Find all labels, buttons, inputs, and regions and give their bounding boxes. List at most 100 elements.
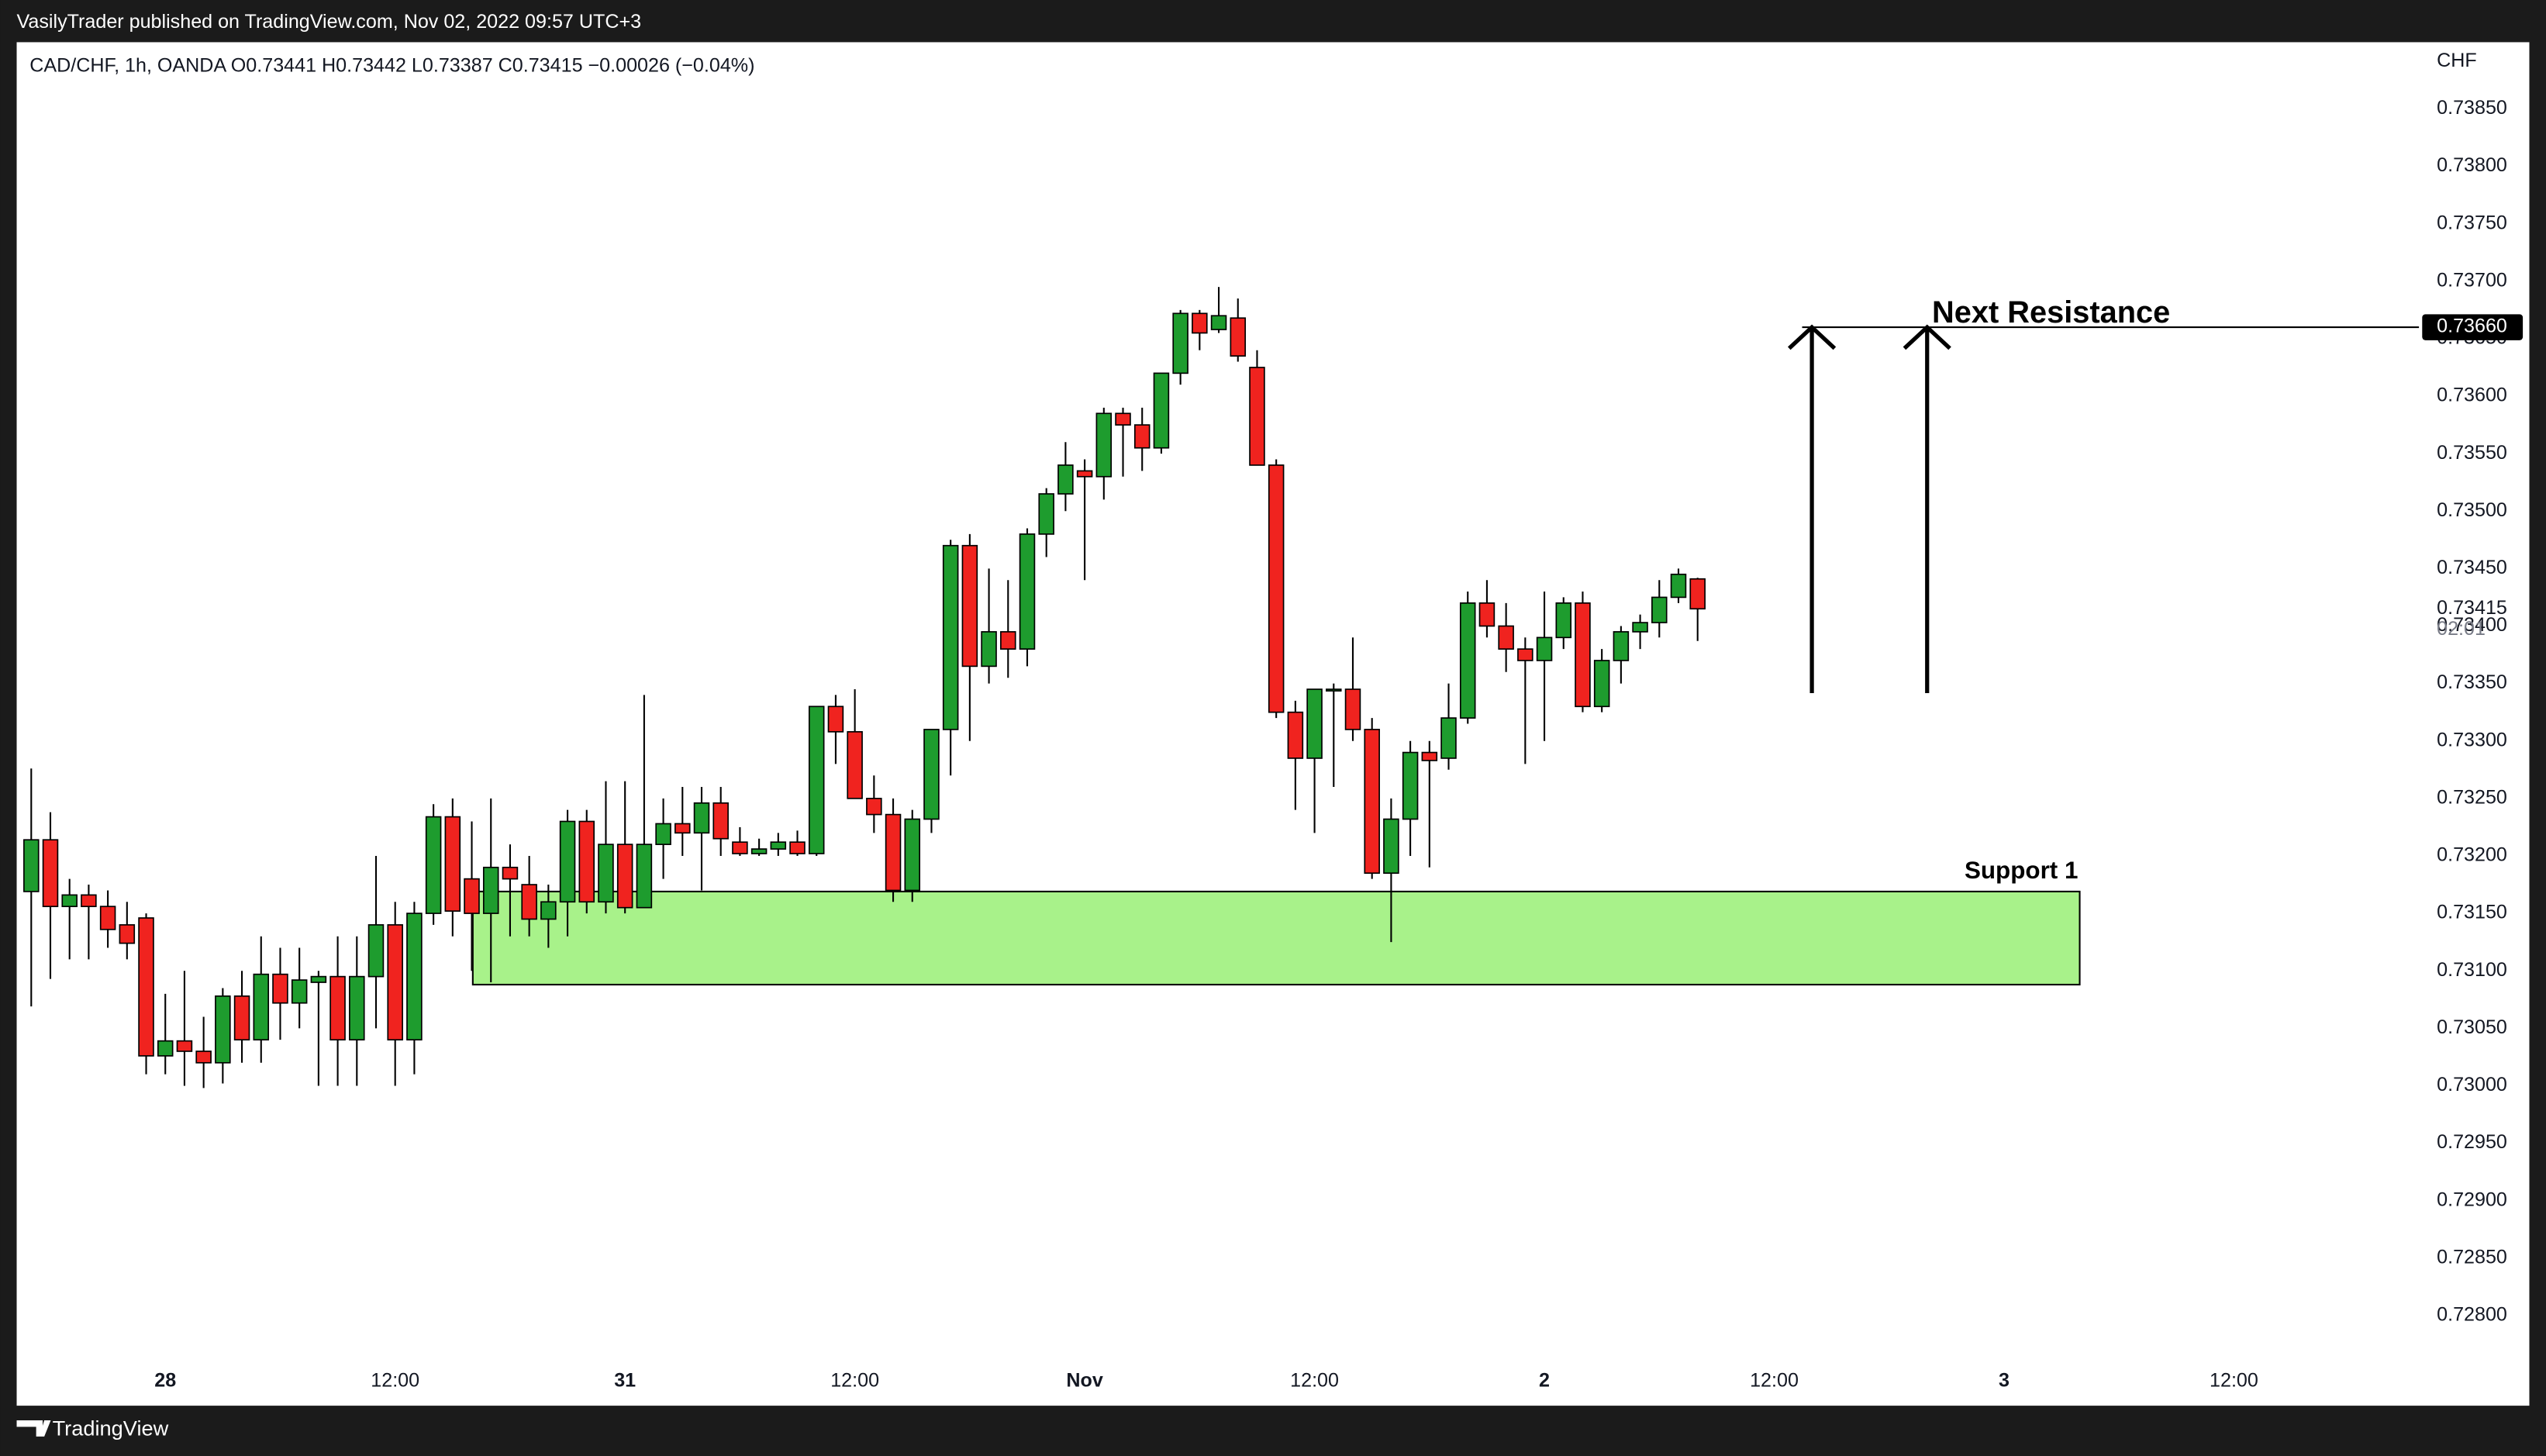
candle-body: [1536, 637, 1553, 661]
candle-body: [904, 818, 921, 892]
candle-body: [157, 1040, 174, 1057]
x-tick-label: 12:00: [371, 1369, 419, 1391]
candle-body: [233, 995, 250, 1040]
candle-body: [1115, 412, 1131, 426]
candle-body: [712, 802, 729, 840]
x-tick-label: 12:00: [830, 1369, 879, 1391]
y-tick-label: 0.73500: [2437, 499, 2507, 521]
candle-body: [1057, 464, 1074, 495]
candle-body: [1517, 648, 1533, 661]
arrow: [1903, 324, 1951, 693]
candle-body: [215, 995, 231, 1064]
y-tick-label: 0.73100: [2437, 959, 2507, 981]
y-tick-label: 0.73350: [2437, 671, 2507, 693]
candle-body: [1421, 751, 1438, 761]
candle-body: [1575, 602, 1591, 708]
x-tick-label: 3: [1999, 1369, 2010, 1391]
candle-body: [770, 841, 787, 850]
candle-body: [923, 729, 940, 820]
y-tick-label: 0.73550: [2437, 442, 2507, 464]
candle-body: [349, 975, 365, 1040]
candle-body: [808, 706, 825, 854]
y-tick-label: 0.73050: [2437, 1016, 2507, 1038]
candle-body: [61, 894, 78, 908]
candle-body: [750, 848, 768, 854]
x-tick-label: 12:00: [1290, 1369, 1339, 1391]
resistance-tag: [2422, 314, 2524, 340]
candle-body: [693, 802, 710, 834]
y-tick-label: 0.73250: [2437, 786, 2507, 808]
candle-body: [119, 924, 136, 944]
currency-label: CHF: [2437, 50, 2477, 71]
y-tick-label: 0.73600: [2437, 385, 2507, 406]
candle-body: [1153, 372, 1170, 449]
candle-body: [636, 844, 653, 909]
candle-body: [655, 823, 671, 845]
y-tick-label: 0.73300: [2437, 729, 2507, 750]
x-tick-label: 2: [1539, 1369, 1550, 1391]
brand-name: TradingView: [53, 1416, 169, 1440]
candle-body: [1651, 596, 1668, 623]
candle-body: [99, 906, 116, 930]
candle-body: [1210, 315, 1227, 330]
candle-body: [1076, 470, 1093, 478]
x-tick-label: 12:00: [1750, 1369, 1799, 1391]
y-tick-label: 0.72950: [2437, 1131, 2507, 1153]
publish-info: VasilyTrader published on TradingView.co…: [17, 11, 642, 33]
candle-body: [387, 924, 403, 1040]
candle-body: [1632, 622, 1648, 633]
candle-body: [1555, 602, 1572, 639]
candle-body: [540, 901, 557, 920]
candle-body: [942, 544, 959, 730]
x-tick-label: Nov: [1066, 1369, 1102, 1391]
candle-body: [1172, 312, 1188, 374]
symbol-info: CAD/CHF, 1h, OANDA O0.73441 H0.73442 L0.…: [29, 54, 754, 76]
candle-body: [482, 866, 499, 914]
resistance-tag-label: 0.73660: [2437, 316, 2507, 337]
y-tick-label: 0.73000: [2437, 1074, 2507, 1095]
candle-body: [1498, 625, 1514, 650]
y-tick-label: 0.73150: [2437, 902, 2507, 923]
candle-body: [425, 816, 442, 914]
y-tick-label: 0.73700: [2437, 269, 2507, 291]
brand-logo: [16, 1420, 51, 1437]
candle-body: [981, 631, 997, 668]
candle-body: [961, 544, 978, 668]
arrow: [1787, 324, 1837, 693]
candle-body: [1593, 660, 1610, 708]
candle-body: [1689, 578, 1706, 610]
candle-body: [1326, 688, 1342, 692]
x-tick-label: 28: [154, 1369, 176, 1391]
candle-body: [1613, 631, 1630, 661]
y-tick-label: 0.73850: [2437, 97, 2507, 119]
candle-body: [1459, 602, 1476, 719]
candle-body: [1230, 317, 1247, 357]
candle-body: [847, 731, 863, 799]
candle-body: [578, 820, 595, 903]
last-price-label: 0.73415: [2437, 597, 2507, 619]
candle-body: [310, 975, 327, 983]
candle-body: [1364, 729, 1380, 875]
candle-body: [1306, 688, 1323, 759]
y-tick-label: 0.73750: [2437, 212, 2507, 233]
y-tick-label: 0.72850: [2437, 1246, 2507, 1268]
candle-body: [674, 823, 691, 834]
candle-body: [502, 866, 519, 880]
y-tick-label: 0.73800: [2437, 154, 2507, 176]
candle-body: [616, 844, 633, 909]
candle-body: [367, 924, 385, 978]
candle-body: [1095, 412, 1113, 478]
candle-body: [176, 1040, 193, 1052]
y-tick-label: 0.73450: [2437, 557, 2507, 578]
candle-body: [559, 820, 576, 903]
candle-body: [598, 844, 614, 903]
plot: 0.738500.738000.737500.737000.736500.736…: [23, 97, 2524, 1391]
candle-body: [1133, 424, 1151, 449]
candle-body: [329, 975, 346, 1040]
candle-body: [253, 973, 270, 1040]
candle-body: [1478, 602, 1496, 627]
candle-body: [1670, 573, 1687, 599]
support-label: Support 1: [1965, 857, 2079, 884]
